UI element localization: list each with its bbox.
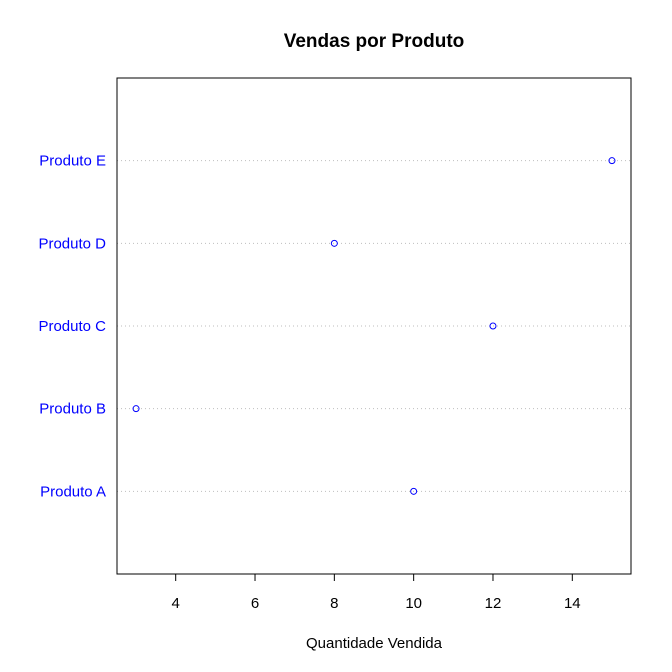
- category-label: Produto A: [40, 483, 106, 500]
- x-axis: 4 6 8 10 12 14: [172, 573, 581, 612]
- data-points: [132, 157, 616, 495]
- x-tick-label: 4: [172, 595, 180, 612]
- data-point: [330, 239, 338, 247]
- plot-frame: [116, 77, 632, 575]
- data-point: [132, 405, 140, 413]
- gridlines: [117, 160, 631, 492]
- x-tick-label: 6: [251, 595, 259, 612]
- category-label: Produto B: [39, 401, 106, 418]
- data-point: [608, 157, 616, 165]
- x-axis-title: Quantidade Vendida: [306, 635, 443, 652]
- data-point: [489, 322, 497, 330]
- x-tick-label: 14: [564, 595, 581, 612]
- x-tick-label: 12: [485, 595, 502, 612]
- category-label: Produto E: [39, 153, 106, 170]
- category-label: Produto C: [38, 318, 106, 335]
- chart-title: Vendas por Produto: [284, 31, 465, 52]
- category-label: Produto D: [38, 235, 106, 252]
- data-point: [410, 487, 418, 495]
- category-labels: Produto A Produto B Produto C Produto D Prod…: [38, 153, 106, 501]
- x-tick-label: 8: [330, 595, 338, 612]
- x-tick-label: 10: [405, 595, 422, 612]
